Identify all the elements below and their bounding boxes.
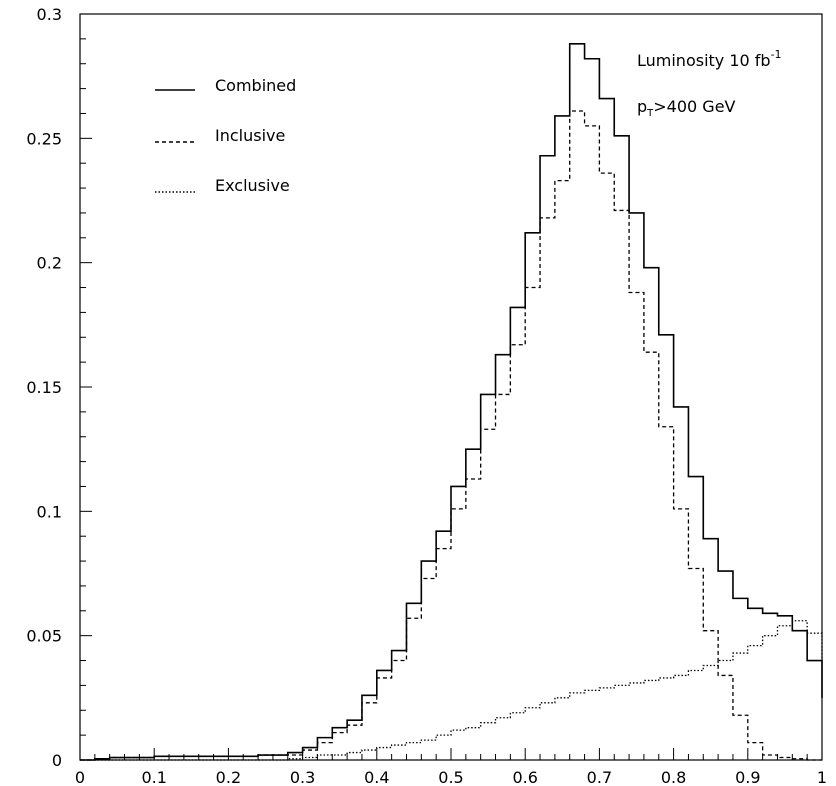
x-tick-label: 0 [75,768,85,786]
series-inclusive [80,110,822,761]
annotations: Luminosity 10 fb-1 pT>400 GeV [637,48,782,119]
x-tick-label: 0.5 [438,768,463,786]
x-tick-label: 0.2 [216,768,241,786]
plot-frame [79,13,823,761]
legend: Combined Inclusive Exclusive [155,76,296,195]
legend-label-combined: Combined [215,76,296,95]
x-axis: 0 0.1 0.2 0.3 0.4 0.5 0.6 0.7 0.8 0.9 1 [75,748,827,786]
y-tick-label: 0.3 [37,5,62,24]
luminosity-superscript: -1 [771,48,782,61]
pt-cut-annotation: pT>400 GeV [637,97,736,119]
x-tick-label: 0.7 [587,768,612,786]
pt-subscript: T [646,108,654,119]
legend-label-exclusive: Exclusive [215,176,290,195]
y-tick-label: 0.25 [26,129,62,148]
x-tick-label: 0.4 [364,768,389,786]
x-tick-label: 0.6 [512,768,537,786]
x-tick-label: 1 [817,768,827,786]
series-exclusive [80,620,823,761]
y-axis: 0 0.05 0.1 0.15 0.2 0.25 0.3 [26,5,92,770]
legend-label-inclusive: Inclusive [215,126,285,145]
luminosity-annotation: Luminosity 10 fb-1 [637,48,782,70]
x-tick-label: 0.9 [735,768,760,786]
x-tick-label: 0.3 [290,768,315,786]
y-tick-label: 0.1 [37,502,62,521]
y-tick-label: 0 [52,751,62,770]
x-tick-label: 0.8 [661,768,686,786]
y-tick-label: 0.2 [37,254,62,273]
x-tick-label: 0.1 [141,768,166,786]
y-tick-label: 0.15 [26,378,62,397]
series-layer [80,43,823,761]
y-tick-label: 0.05 [26,627,62,646]
series-combined [80,43,823,761]
